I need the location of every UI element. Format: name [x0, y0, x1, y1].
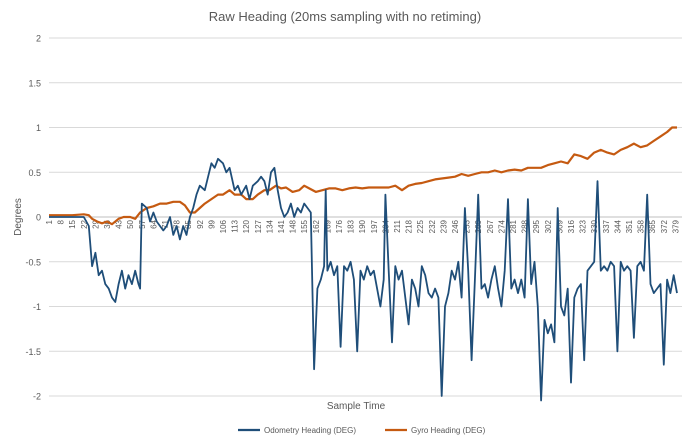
x-tick-label: 351	[625, 219, 634, 233]
y-axis-ticks: -2 -1.5 -1 -0.5 0 0.5 1 1.5 2	[25, 34, 41, 402]
x-tick-label: 64	[149, 219, 158, 228]
x-tick-label: 218	[405, 219, 414, 233]
x-tick-label: 225	[416, 219, 425, 233]
x-tick-label: 71	[161, 219, 170, 228]
legend-label: Gyro Heading (DEG)	[411, 426, 486, 435]
x-tick-label: 169	[323, 219, 332, 233]
x-tick-label: 267	[486, 219, 495, 233]
x-tick-label: 134	[265, 219, 274, 233]
y-tick-label: 1.5	[28, 78, 41, 88]
x-tick-label: 176	[335, 219, 344, 233]
x-tick-label: 162	[312, 219, 321, 233]
x-tick-label: 120	[242, 219, 251, 233]
y-tick-label: 0	[36, 213, 41, 223]
x-tick-label: 337	[602, 219, 611, 233]
x-tick-label: 1	[45, 219, 54, 224]
x-tick-label: 190	[358, 219, 367, 233]
legend-item: Odometry Heading (DEG)	[238, 426, 356, 435]
y-tick-label: 1	[36, 123, 41, 133]
x-tick-label: 183	[347, 219, 356, 233]
y-tick-label: -1	[33, 302, 41, 312]
x-axis-label: Sample Time	[327, 401, 386, 412]
x-tick-label: 330	[590, 219, 599, 233]
x-tick-label: 211	[393, 219, 402, 232]
data-series	[49, 126, 678, 402]
x-tick-label: 365	[648, 219, 657, 233]
x-tick-label: 92	[196, 219, 205, 228]
x-tick-label: 106	[219, 219, 228, 233]
series-line-gyro	[49, 126, 677, 226]
x-tick-label: 309	[555, 219, 564, 233]
gridlines	[49, 37, 682, 397]
x-tick-label: 15	[68, 219, 77, 228]
x-tick-label: 141	[277, 219, 286, 233]
y-tick-label: -2	[33, 392, 41, 402]
legend-label: Odometry Heading (DEG)	[264, 426, 356, 435]
x-tick-label: 50	[126, 219, 135, 228]
x-tick-label: 288	[521, 219, 530, 233]
x-tick-label: 99	[207, 219, 216, 228]
x-axis-ticks: 1 8 15 22 29 36 43 50 57 64 71 78 85 92 99 106 113 120 127…	[45, 219, 680, 233]
x-tick-label: 358	[637, 219, 646, 233]
series-line-odometry	[49, 157, 678, 402]
x-tick-label: 239	[439, 219, 448, 233]
chart-title: Raw Heading (20ms sampling with no retim…	[209, 9, 481, 24]
x-tick-label: 155	[300, 219, 309, 233]
x-tick-label: 127	[254, 219, 263, 233]
y-tick-label: 2	[36, 34, 41, 44]
y-tick-label: -0.5	[25, 257, 41, 267]
x-tick-label: 113	[231, 219, 240, 232]
y-tick-label: 0.5	[28, 168, 41, 178]
legend-item: Gyro Heading (DEG)	[385, 426, 486, 435]
y-tick-label: -1.5	[25, 347, 41, 357]
x-tick-label: 379	[671, 219, 680, 233]
x-tick-label: 148	[289, 219, 298, 233]
x-tick-label: 295	[532, 219, 541, 233]
x-tick-label: 274	[497, 219, 506, 233]
legend: Odometry Heading (DEG) Gyro Heading (DEG)	[238, 426, 486, 435]
x-tick-label: 8	[57, 219, 66, 224]
x-tick-label: 36	[103, 219, 112, 228]
x-tick-label: 43	[115, 219, 124, 228]
x-tick-label: 78	[173, 219, 182, 228]
x-tick-label: 232	[428, 219, 437, 233]
x-tick-label: 323	[579, 219, 588, 233]
x-tick-label: 22	[80, 219, 89, 228]
x-tick-label: 29	[91, 219, 100, 228]
x-tick-label: 302	[544, 219, 553, 233]
x-tick-label: 344	[613, 219, 622, 233]
x-tick-label: 316	[567, 219, 576, 233]
x-tick-label: 197	[370, 219, 379, 233]
x-tick-label: 253	[463, 219, 472, 233]
x-tick-label: 57	[138, 219, 147, 228]
x-tick-label: 281	[509, 219, 518, 233]
x-tick-label: 372	[660, 219, 669, 233]
y-axis-label: Degrees	[13, 198, 24, 236]
x-tick-label: 246	[451, 219, 460, 233]
